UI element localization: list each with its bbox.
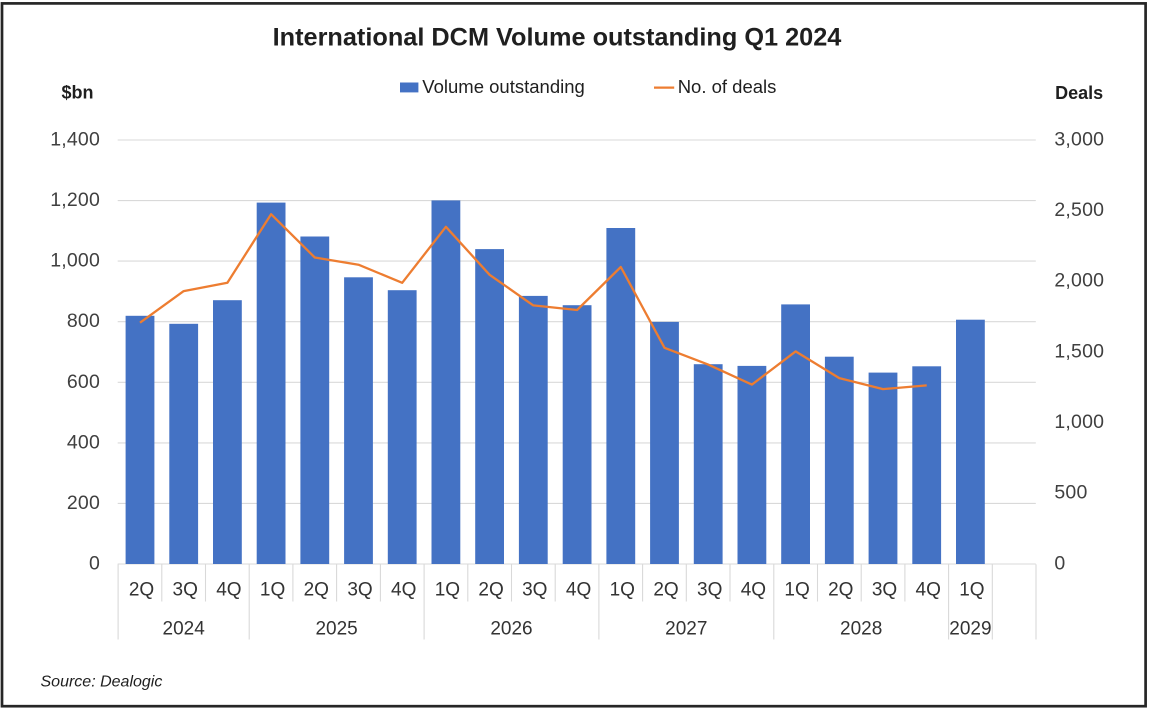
svg-text:1,200: 1,200 bbox=[50, 189, 100, 211]
svg-text:3Q: 3Q bbox=[697, 579, 722, 600]
svg-text:2Q: 2Q bbox=[129, 579, 154, 600]
svg-text:2Q: 2Q bbox=[304, 579, 329, 600]
svg-text:$bn: $bn bbox=[62, 82, 94, 102]
svg-text:500: 500 bbox=[1054, 482, 1087, 504]
svg-text:3Q: 3Q bbox=[522, 579, 547, 600]
svg-text:800: 800 bbox=[67, 310, 100, 332]
svg-text:Deals: Deals bbox=[1055, 83, 1103, 103]
svg-text:200: 200 bbox=[67, 492, 100, 514]
svg-text:0: 0 bbox=[89, 553, 100, 575]
svg-text:3,000: 3,000 bbox=[1054, 128, 1104, 150]
svg-text:1,400: 1,400 bbox=[50, 129, 100, 151]
svg-text:4Q: 4Q bbox=[566, 579, 591, 600]
svg-text:3Q: 3Q bbox=[872, 579, 897, 600]
svg-text:2028: 2028 bbox=[840, 619, 882, 640]
svg-text:1Q: 1Q bbox=[260, 579, 285, 600]
svg-text:3Q: 3Q bbox=[173, 579, 198, 600]
svg-text:600: 600 bbox=[67, 371, 100, 393]
svg-text:2025: 2025 bbox=[315, 619, 357, 640]
svg-text:3Q: 3Q bbox=[347, 579, 372, 600]
svg-text:2024: 2024 bbox=[163, 619, 206, 640]
svg-text:2,000: 2,000 bbox=[1054, 270, 1104, 292]
svg-text:4Q: 4Q bbox=[916, 579, 941, 600]
svg-text:2,500: 2,500 bbox=[1054, 199, 1104, 221]
svg-text:2027: 2027 bbox=[665, 619, 707, 640]
svg-text:1Q: 1Q bbox=[610, 579, 635, 600]
svg-text:International DCM Volume outst: International DCM Volume outstanding Q1 … bbox=[273, 23, 842, 51]
svg-text:4Q: 4Q bbox=[216, 579, 241, 600]
svg-text:1Q: 1Q bbox=[435, 579, 460, 600]
svg-text:2029: 2029 bbox=[949, 619, 991, 640]
svg-text:1,000: 1,000 bbox=[1054, 411, 1104, 433]
svg-text:2Q: 2Q bbox=[653, 579, 678, 600]
svg-text:4Q: 4Q bbox=[391, 579, 416, 600]
svg-text:2Q: 2Q bbox=[478, 579, 503, 600]
svg-text:400: 400 bbox=[67, 431, 100, 453]
svg-text:2Q: 2Q bbox=[828, 579, 853, 600]
svg-text:Source: Dealogic: Source: Dealogic bbox=[41, 674, 163, 691]
svg-text:0: 0 bbox=[1054, 552, 1065, 574]
svg-text:1Q: 1Q bbox=[959, 579, 984, 600]
svg-text:1Q: 1Q bbox=[784, 579, 809, 600]
svg-text:Volume outstanding: Volume outstanding bbox=[422, 76, 585, 97]
svg-text:4Q: 4Q bbox=[741, 579, 766, 600]
svg-text:1,500: 1,500 bbox=[1054, 340, 1104, 362]
svg-text:1,000: 1,000 bbox=[50, 250, 100, 272]
svg-text:No. of deals: No. of deals bbox=[678, 76, 777, 97]
svg-text:2026: 2026 bbox=[490, 619, 532, 640]
